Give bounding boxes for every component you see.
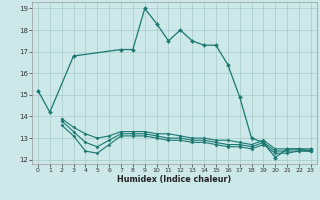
X-axis label: Humidex (Indice chaleur): Humidex (Indice chaleur) bbox=[117, 175, 232, 184]
